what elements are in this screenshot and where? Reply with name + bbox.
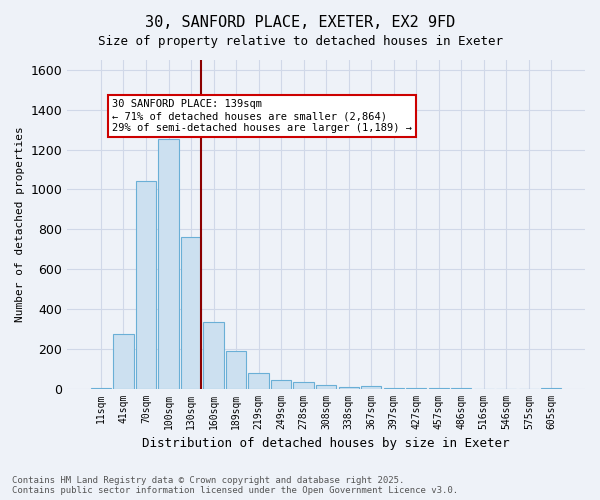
Bar xyxy=(136,182,156,388)
Text: Contains HM Land Registry data © Crown copyright and database right 2025.
Contai: Contains HM Land Registry data © Crown c… xyxy=(12,476,458,495)
Bar xyxy=(226,350,246,389)
Bar xyxy=(248,372,269,388)
X-axis label: Distribution of detached houses by size in Exeter: Distribution of detached houses by size … xyxy=(142,437,510,450)
Bar xyxy=(181,237,201,388)
Bar xyxy=(338,386,359,388)
Bar xyxy=(293,382,314,388)
Text: Size of property relative to detached houses in Exeter: Size of property relative to detached ho… xyxy=(97,35,503,48)
Bar xyxy=(271,380,291,388)
Y-axis label: Number of detached properties: Number of detached properties xyxy=(15,126,25,322)
Bar xyxy=(316,384,336,388)
Bar xyxy=(158,138,179,388)
Bar xyxy=(361,386,382,388)
Bar xyxy=(113,334,134,388)
Text: 30 SANFORD PLACE: 139sqm
← 71% of detached houses are smaller (2,864)
29% of sem: 30 SANFORD PLACE: 139sqm ← 71% of detach… xyxy=(112,100,412,132)
Bar xyxy=(203,322,224,388)
Text: 30, SANFORD PLACE, EXETER, EX2 9FD: 30, SANFORD PLACE, EXETER, EX2 9FD xyxy=(145,15,455,30)
